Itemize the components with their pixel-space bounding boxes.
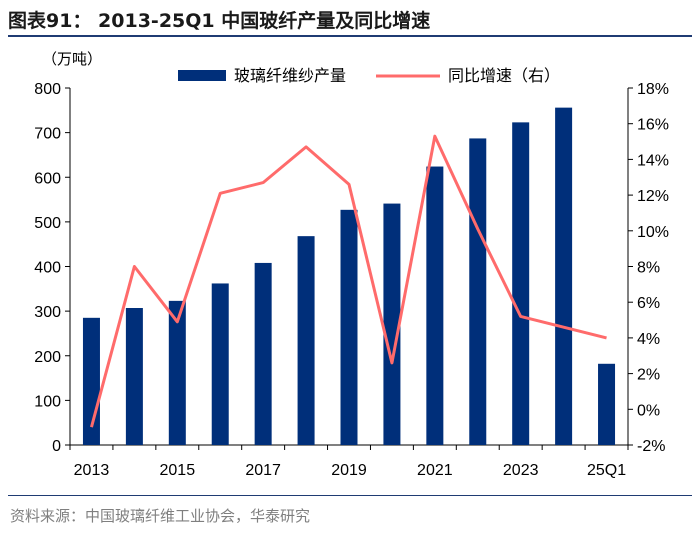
x-tick-label: 2015 <box>160 462 196 479</box>
y-left-tick-label: 700 <box>34 126 61 143</box>
axes: 0 100 200 300 400 500 600 700 800 -2% 0% 2% 4% 6% 8% 10… <box>34 50 669 479</box>
y-right-tick-label: 10% <box>637 224 669 241</box>
bar <box>340 209 358 445</box>
legend-label-bars: 玻璃纤维纱产量 <box>234 66 346 85</box>
y-right-tick-label: -2% <box>637 438 665 455</box>
y-right-tick-label: 4% <box>637 331 660 348</box>
y-left-tick-label: 300 <box>34 304 61 321</box>
y-right-tick-label: 16% <box>637 117 669 134</box>
x-tick-label: 25Q1 <box>587 462 626 479</box>
y-left-tick-label: 600 <box>34 170 61 187</box>
y-left-tick-label: 500 <box>34 215 61 232</box>
y-right-tick-label: 8% <box>637 260 660 277</box>
bar <box>598 363 616 445</box>
y-right-tick-label: 14% <box>637 152 669 169</box>
legend-label-line: 同比增速（右） <box>448 66 560 85</box>
bar <box>512 122 530 445</box>
bar <box>211 283 229 445</box>
bar <box>383 203 401 445</box>
bar <box>254 262 272 445</box>
bar <box>555 107 573 445</box>
x-tick-label: 2023 <box>503 462 539 479</box>
x-tick-label: 2013 <box>74 462 110 479</box>
legend: 玻璃纤维纱产量 同比增速（右） <box>178 66 560 85</box>
y-right-tick-label: 18% <box>637 81 669 98</box>
x-tick-label: 2021 <box>417 462 453 479</box>
y-right-tick-label: 6% <box>637 295 660 312</box>
source-rule <box>8 495 692 496</box>
figure-title: 图表91： 2013-25Q1 中国玻纤产量及同比增速 <box>8 10 431 32</box>
bar <box>469 138 487 445</box>
source-note: 资料来源：中国玻璃纤维工业协会，华泰研究 <box>10 507 311 525</box>
y-left-tick-label: 0 <box>52 438 61 455</box>
x-tick-label: 2019 <box>331 462 367 479</box>
title-rule <box>8 35 692 37</box>
bar <box>168 300 186 445</box>
bar <box>426 166 444 446</box>
y-left-tick-label: 200 <box>34 349 61 366</box>
y-left-tick-label: 400 <box>34 260 61 277</box>
bar <box>297 236 315 445</box>
bar <box>125 308 143 445</box>
y-left-tick-label: 100 <box>34 393 61 410</box>
bar-series <box>82 107 616 446</box>
y-left-unit-label: （万吨） <box>42 50 102 68</box>
line-series <box>90 134 607 428</box>
legend-swatch-bars <box>178 70 226 81</box>
y-right-tick-label: 0% <box>637 402 660 419</box>
x-tick-label: 2017 <box>245 462 281 479</box>
y-right-tick-label: 2% <box>637 367 660 384</box>
y-right-tick-label: 12% <box>637 188 669 205</box>
y-left-tick-label: 800 <box>34 81 61 98</box>
